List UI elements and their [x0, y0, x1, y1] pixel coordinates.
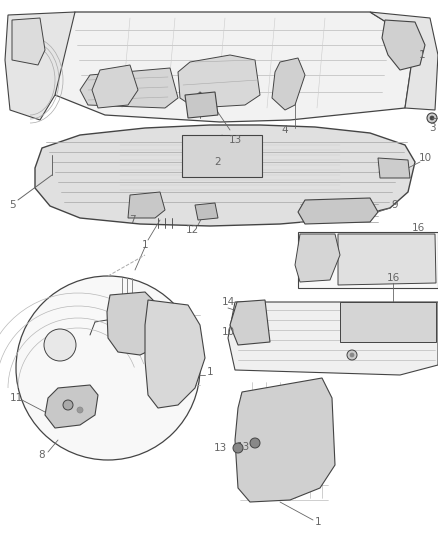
- Polygon shape: [35, 125, 415, 226]
- Circle shape: [350, 353, 354, 357]
- Text: 10: 10: [418, 153, 431, 163]
- Text: 4: 4: [282, 125, 288, 135]
- Polygon shape: [92, 65, 138, 108]
- Polygon shape: [195, 203, 218, 220]
- Polygon shape: [295, 234, 340, 282]
- Polygon shape: [55, 12, 415, 122]
- Polygon shape: [80, 68, 178, 108]
- Text: 8: 8: [39, 450, 45, 460]
- Circle shape: [347, 350, 357, 360]
- Text: 9: 9: [392, 200, 398, 210]
- Polygon shape: [382, 20, 425, 70]
- Circle shape: [77, 407, 83, 413]
- Text: 13: 13: [237, 442, 250, 452]
- Text: 1: 1: [141, 240, 148, 250]
- Polygon shape: [298, 198, 378, 224]
- Circle shape: [430, 116, 434, 120]
- Text: 1: 1: [314, 517, 321, 527]
- Circle shape: [44, 329, 76, 361]
- Text: 3: 3: [429, 123, 435, 133]
- Polygon shape: [272, 58, 305, 110]
- Circle shape: [250, 438, 260, 448]
- Bar: [182, 135, 262, 177]
- Polygon shape: [378, 158, 410, 178]
- Polygon shape: [178, 55, 260, 108]
- Circle shape: [16, 276, 200, 460]
- Text: 11: 11: [9, 393, 23, 403]
- Circle shape: [427, 113, 437, 123]
- Text: 16: 16: [411, 223, 424, 233]
- Text: 13: 13: [228, 135, 242, 145]
- Polygon shape: [298, 232, 438, 288]
- Polygon shape: [45, 385, 98, 428]
- Polygon shape: [185, 92, 218, 118]
- Polygon shape: [145, 300, 205, 408]
- Polygon shape: [338, 234, 436, 285]
- Circle shape: [49, 152, 55, 158]
- Polygon shape: [228, 302, 438, 375]
- Text: 1: 1: [207, 367, 213, 377]
- Text: 10: 10: [222, 327, 235, 337]
- Polygon shape: [12, 18, 45, 65]
- Polygon shape: [235, 378, 335, 502]
- Circle shape: [63, 400, 73, 410]
- Polygon shape: [230, 300, 270, 345]
- Text: 12: 12: [185, 225, 198, 235]
- Polygon shape: [5, 12, 75, 120]
- Polygon shape: [128, 192, 165, 218]
- Text: 13: 13: [213, 443, 226, 453]
- Polygon shape: [370, 12, 438, 110]
- Text: 2: 2: [215, 157, 221, 167]
- Polygon shape: [340, 302, 436, 342]
- Text: 14: 14: [221, 297, 235, 307]
- Circle shape: [233, 443, 243, 453]
- Text: 7: 7: [129, 215, 135, 225]
- Text: 5: 5: [9, 200, 15, 210]
- Text: 1: 1: [419, 50, 425, 60]
- Polygon shape: [107, 292, 162, 355]
- Text: 16: 16: [386, 273, 399, 283]
